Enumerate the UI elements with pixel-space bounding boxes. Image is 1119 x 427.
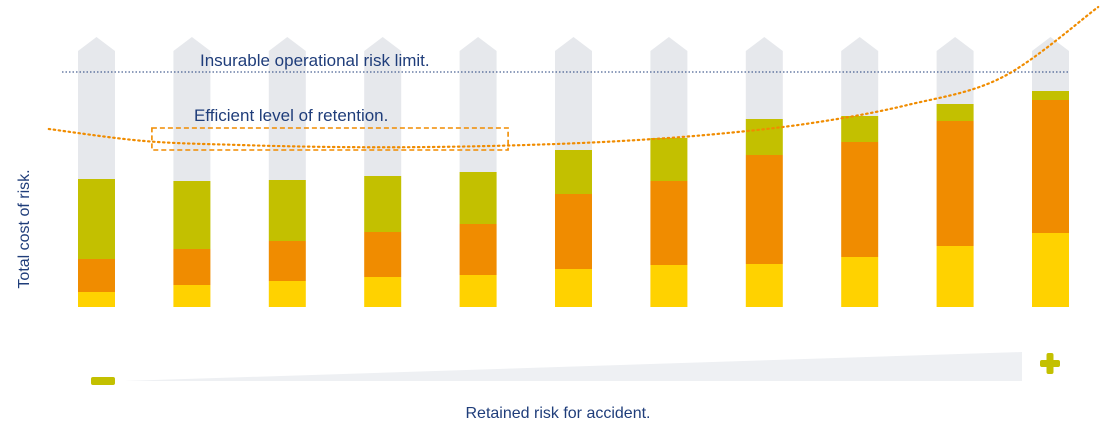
bar-segment-2-cat-4 xyxy=(364,232,402,277)
bar-segment-4-cat-6 xyxy=(555,37,592,150)
retention-box xyxy=(151,127,509,151)
bar-segment-2-cat-8 xyxy=(745,155,783,264)
bar-segment-4-cat-7 xyxy=(650,37,688,138)
bar-segment-2-cat-10 xyxy=(936,121,974,246)
bar-segment-3-cat-8 xyxy=(745,119,783,155)
bar-segment-1-cat-1 xyxy=(78,292,115,307)
bar-segment-2-cat-3 xyxy=(268,241,306,281)
bar-segment-3-cat-1 xyxy=(78,179,115,259)
bar-segment-1-cat-11 xyxy=(1032,233,1069,307)
bar-segment-2-cat-5 xyxy=(459,224,497,275)
bar-segment-4-cat-8 xyxy=(745,37,783,119)
bar-segment-3-cat-10 xyxy=(936,104,974,121)
limit-label: Insurable operational risk limit. xyxy=(200,51,430,70)
x-axis-label: Retained risk for accident. xyxy=(466,405,651,422)
bar-segment-1-cat-5 xyxy=(459,275,497,307)
bar-segment-1-cat-9 xyxy=(841,257,879,307)
y-axis-label: Total cost of risk. xyxy=(16,169,33,288)
bar-segment-1-cat-7 xyxy=(650,265,688,307)
bar-segment-1-cat-2 xyxy=(173,285,211,307)
bar-segment-4-cat-11 xyxy=(1032,37,1069,91)
bar-segment-3-cat-6 xyxy=(555,150,592,194)
bar-segment-2-cat-9 xyxy=(841,142,879,257)
bar-segment-4-cat-1 xyxy=(78,37,115,179)
bar-segment-4-cat-5 xyxy=(459,37,497,172)
bar-segment-2-cat-7 xyxy=(650,181,688,265)
cost-curve xyxy=(47,5,1100,149)
bar-segment-3-cat-7 xyxy=(650,138,688,181)
bar-segment-4-cat-2 xyxy=(173,37,211,181)
bar-segment-3-cat-2 xyxy=(173,181,211,249)
bar-segment-3-cat-5 xyxy=(459,172,497,224)
bar-segment-1-cat-3 xyxy=(268,281,306,307)
retention-label: Efficient level of retention. xyxy=(194,106,388,125)
bar-segment-4-cat-9 xyxy=(841,37,879,116)
bar-segment-1-cat-6 xyxy=(555,269,592,307)
bar-segment-3-cat-9 xyxy=(841,116,879,142)
bar-segment-1-cat-4 xyxy=(364,277,402,307)
bars-group xyxy=(78,37,1069,307)
bar-segment-3-cat-3 xyxy=(268,180,306,241)
bar-segment-2-cat-11 xyxy=(1032,100,1069,233)
bar-segment-1-cat-10 xyxy=(936,246,974,307)
bar-segment-2-cat-2 xyxy=(173,249,211,285)
bar-segment-2-cat-6 xyxy=(555,194,592,269)
retained-risk-wedge xyxy=(125,352,1022,381)
bar-segment-4-cat-3 xyxy=(268,37,306,180)
bar-segment-3-cat-11 xyxy=(1032,91,1069,100)
minus-icon xyxy=(91,377,115,385)
bar-segment-3-cat-4 xyxy=(364,176,402,232)
bar-segment-2-cat-1 xyxy=(78,259,115,292)
bar-segment-1-cat-8 xyxy=(745,264,783,307)
plus-icon xyxy=(1040,353,1060,374)
bar-segment-4-cat-10 xyxy=(936,37,974,104)
